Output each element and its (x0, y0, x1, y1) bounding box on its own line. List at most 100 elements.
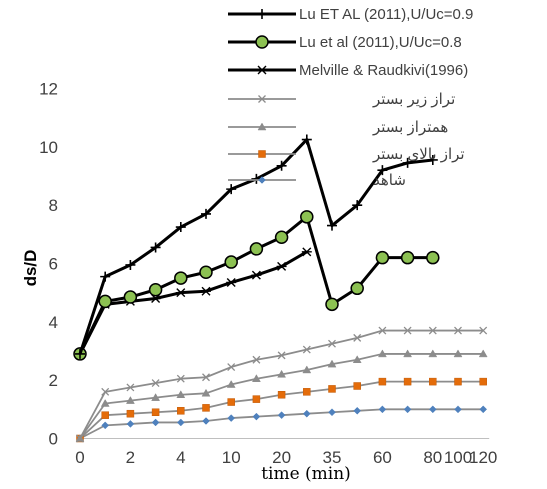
data-point (327, 359, 337, 368)
data-point (302, 365, 312, 374)
data-point (277, 369, 287, 378)
data-point (151, 393, 161, 401)
data-point (125, 396, 135, 404)
data-point (301, 247, 312, 257)
data-point (276, 261, 287, 271)
x-tick-label: 4 (176, 448, 185, 467)
data-point (125, 259, 136, 270)
data-point (375, 250, 390, 265)
data-point (325, 297, 339, 312)
data-point (454, 405, 462, 414)
data-point (98, 294, 112, 309)
data-point (378, 326, 387, 335)
data-point (226, 277, 237, 287)
data-point (478, 349, 488, 358)
x-tick-label: 100 (444, 448, 472, 467)
data-point (327, 220, 337, 231)
data-point (224, 255, 238, 269)
data-point (429, 377, 437, 386)
data-point (277, 411, 286, 420)
data-point (353, 333, 362, 342)
y-tick-label: 4 (49, 313, 58, 332)
data-point (252, 355, 261, 364)
data-point (151, 408, 160, 416)
data-point (403, 326, 412, 335)
data-point (176, 418, 185, 427)
data-point (328, 385, 336, 393)
data-point (101, 411, 109, 419)
legend-label: Lu et al (2011),U/Uc=0.8 (299, 34, 462, 51)
data-point (202, 373, 210, 382)
data-point (252, 412, 261, 421)
data-point (201, 208, 211, 219)
data-point (249, 242, 264, 256)
series-4 (76, 326, 488, 443)
data-point (201, 286, 211, 296)
y-tick-label: 8 (49, 196, 58, 215)
data-point (378, 405, 387, 414)
data-point (403, 349, 413, 358)
legend-marker (258, 176, 266, 184)
series-7 (76, 405, 488, 443)
x-tick-label: 120 (469, 448, 497, 467)
legend-label: Lu ET AL (2011),U/Uc=0.9 (299, 6, 473, 23)
legend-marker (257, 9, 267, 19)
data-point (75, 348, 85, 359)
legend-marker (257, 65, 267, 75)
legend-entry: تراز بالای بستر (228, 146, 465, 163)
data-point (176, 390, 186, 398)
series-2 (73, 210, 440, 361)
data-point (303, 388, 311, 396)
data-point (328, 408, 336, 417)
data-point (428, 326, 437, 335)
x-tick-label: 35 (323, 448, 342, 467)
data-point (123, 290, 138, 304)
data-point (479, 405, 488, 414)
x-tick-label: 60 (373, 448, 392, 467)
data-point (400, 250, 415, 265)
data-point (175, 222, 186, 233)
data-point (350, 281, 364, 296)
series-6 (76, 377, 487, 443)
data-point (101, 387, 110, 396)
data-point (150, 242, 161, 253)
data-point (352, 200, 363, 211)
series-line (79, 329, 484, 439)
data-point (302, 345, 311, 354)
x-tick-label: 2 (126, 448, 135, 467)
data-point (76, 434, 84, 443)
data-point (202, 404, 210, 412)
data-point (302, 409, 311, 418)
data-point (227, 414, 236, 422)
data-point (352, 355, 362, 363)
data-point (427, 154, 438, 165)
data-point (226, 184, 237, 195)
y-tick-label: 6 (49, 255, 58, 274)
data-point (454, 326, 462, 335)
legend-entry: Lu et al (2011),U/Uc=0.8 (228, 34, 462, 51)
x-tick-label: 10 (222, 448, 241, 467)
data-point (277, 391, 286, 399)
data-point (126, 420, 135, 428)
legend-label: تراز زیر بستر (372, 91, 455, 108)
data-point (277, 351, 286, 360)
chart-legend: Lu ET AL (2011),U/Uc=0.9 Lu et al (2011),… (228, 6, 473, 189)
legend-entry: Melville & Raudkivi(1996) (228, 62, 468, 79)
data-point (479, 326, 488, 335)
legend-entry: Lu ET AL (2011),U/Uc=0.9 (228, 6, 473, 23)
legend-entry: همتراز بستر (228, 119, 448, 136)
legend-marker (255, 35, 269, 49)
data-point (175, 288, 186, 298)
data-point (177, 407, 185, 415)
data-point (428, 405, 437, 414)
legend-label: همتراز بستر (372, 119, 448, 136)
data-point (378, 377, 387, 386)
y-tick-label: 10 (39, 138, 58, 157)
data-point (227, 363, 236, 372)
legend-label: شاهد (373, 172, 406, 189)
data-point (274, 230, 289, 244)
chart-series (73, 134, 488, 443)
legend-marker (258, 95, 266, 103)
